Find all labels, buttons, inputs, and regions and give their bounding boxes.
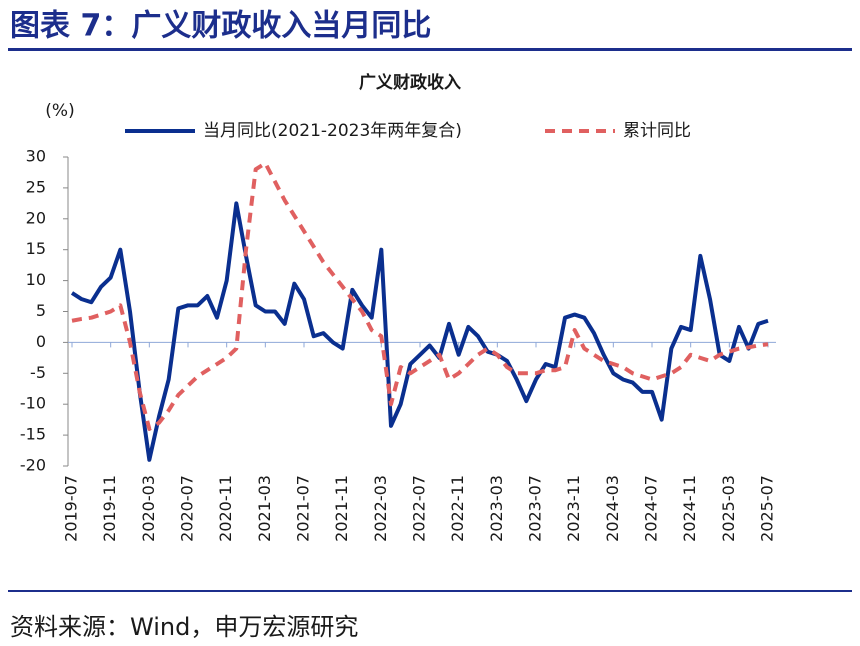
x-tick-label: 2024-11	[680, 475, 699, 542]
x-tick-label: 2019-11	[100, 475, 119, 542]
y-tick-label: 10	[26, 270, 46, 289]
y-tick-label: 5	[36, 301, 46, 320]
x-tick-label: 2022-03	[371, 475, 390, 542]
footer-rule	[8, 590, 852, 592]
header-rule	[8, 48, 852, 51]
x-tick-label: 2025-07	[758, 475, 777, 542]
x-tick-label: 2023-07	[526, 475, 545, 542]
y-tick-label: 30	[26, 147, 46, 166]
x-tick-label: 2020-03	[139, 475, 158, 542]
y-tick-label: -15	[20, 425, 46, 444]
y-tick-label: 20	[26, 208, 46, 227]
x-tick-label: 2024-03	[603, 475, 622, 542]
legend-label: 当月同比(2021-2023年两年复合)	[203, 121, 462, 141]
x-tick-label: 2021-11	[332, 475, 351, 542]
line-series	[70, 201, 769, 462]
x-tick-label: 2019-07	[62, 475, 81, 542]
y-tick-label: 0	[36, 332, 46, 351]
y-tick-label: 25	[26, 177, 46, 196]
x-tick-label: 2025-03	[719, 475, 738, 542]
x-tick-label: 2020-07	[178, 475, 197, 542]
y-axis-label: (%)	[45, 101, 74, 121]
y-tick-label: -5	[30, 363, 46, 382]
y-tick-label: -10	[20, 394, 46, 413]
x-tick-label: 2022-07	[410, 475, 429, 542]
x-tick-label: 2021-07	[294, 475, 313, 542]
line-series	[71, 161, 769, 431]
x-tick-label: 2023-03	[487, 475, 506, 542]
x-tick-label: 2021-03	[255, 475, 274, 542]
legend-label: 累计同比	[623, 121, 691, 141]
x-tick-label: 2024-07	[642, 475, 661, 542]
x-tick-label: 2023-11	[564, 475, 583, 542]
x-tick-label: 2020-11	[216, 475, 235, 542]
source: 资料来源：Wind，申万宏源研究	[10, 613, 358, 641]
y-tick-label: 15	[26, 239, 46, 258]
x-tick-label: 2022-11	[448, 475, 467, 542]
y-tick-label: -20	[20, 456, 46, 475]
chart-title: 广义财政收入	[359, 72, 461, 93]
page-title: 图表 7：广义财政收入当月同比	[10, 9, 431, 44]
